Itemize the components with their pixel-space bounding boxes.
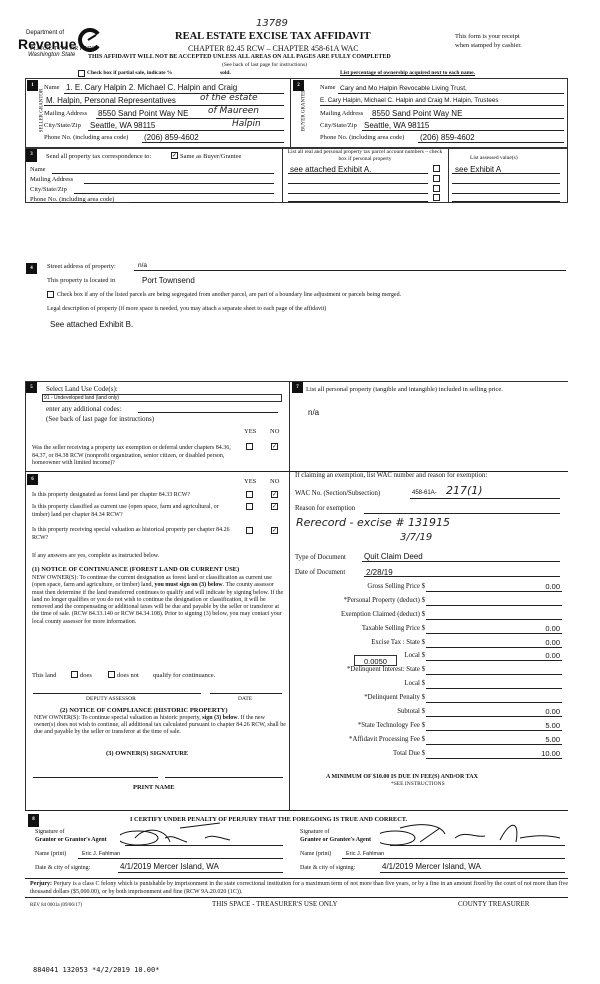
fee-value[interactable]: 10.00 xyxy=(541,749,560,758)
personal-property-checkbox[interactable] xyxy=(433,194,440,201)
exemption-reason-field[interactable]: Rerecord - excise # 131915 xyxy=(296,516,451,529)
grantee-signature[interactable] xyxy=(380,818,570,848)
partial-sale-checkbox[interactable] xyxy=(78,70,85,77)
fee-label: Local $ xyxy=(404,652,425,659)
logo: Department of Revenue Washington State xyxy=(18,28,100,64)
fee-label: Subtotal $ xyxy=(397,708,425,715)
same-as-buyer-checkbox[interactable]: ✓ xyxy=(171,152,178,159)
buyer-city-field[interactable]: Seattle, WA 98115 xyxy=(364,121,430,130)
grantor-signature[interactable] xyxy=(120,822,260,848)
fee-label: *Personal Property (deduct) $ xyxy=(343,597,425,604)
forest-yes-checkbox[interactable] xyxy=(246,491,253,498)
fee-label: Local $ xyxy=(404,680,425,687)
seller-address-field[interactable]: 8550 Sand Point Way NE xyxy=(98,109,189,118)
exemption-yes-checkbox[interactable] xyxy=(246,443,253,450)
parties-box xyxy=(25,78,568,148)
parcel-number-field[interactable]: see attached Exhibit A. xyxy=(290,165,372,174)
fee-label: Total Due $ xyxy=(393,750,425,757)
fee-value[interactable]: 0.00 xyxy=(545,707,560,716)
fee-label: *Delinquent Interest: State $ xyxy=(347,666,425,673)
fee-label: *Affidavit Processing Fee $ xyxy=(349,736,425,743)
wac-number-field[interactable]: 458-61A- xyxy=(412,490,437,496)
seller-name-field[interactable]: 1. E. Cary Halpin 2. Michael C. Halpin a… xyxy=(66,83,238,92)
personal-property-checkbox[interactable] xyxy=(433,175,440,182)
does-not-qualify-checkbox[interactable] xyxy=(108,671,115,678)
fee-value[interactable]: 5.00 xyxy=(545,721,560,730)
fee-label: Taxable Selling Price $ xyxy=(361,625,425,632)
buyer-address-field[interactable]: 8550 Sand Point Way NE xyxy=(372,109,463,118)
fee-label: Gross Selling Price $ xyxy=(367,583,425,590)
form-title: REAL ESTATE EXCISE TAX AFFIDAVIT xyxy=(175,31,371,42)
seller-city-field[interactable]: Seattle, WA 98115 xyxy=(90,121,156,130)
fee-label: Excise Tax : State $ xyxy=(371,639,425,646)
fee-value[interactable]: 0.00 xyxy=(545,624,560,633)
fee-value[interactable]: 0.00 xyxy=(545,582,560,591)
assessed-value-field[interactable]: see Exhibit A xyxy=(455,165,502,174)
exemption-no-checkbox[interactable]: ✓ xyxy=(271,443,278,450)
fee-value[interactable]: 0.00 xyxy=(545,638,560,647)
does-qualify-checkbox[interactable] xyxy=(71,671,78,678)
fee-value[interactable]: 0.00 xyxy=(545,651,560,660)
historic-yes-checkbox[interactable] xyxy=(246,527,253,534)
fee-label: *State Technology Fee $ xyxy=(357,722,425,729)
fee-label: Exemption Claimed (deduct) $ xyxy=(341,611,425,618)
land-use-code-select[interactable]: 91 - Undeveloped land (land only) xyxy=(42,394,282,402)
street-address-field[interactable]: n/a xyxy=(138,262,148,269)
cashier-stamp: 884041 132053 *4/2/2019 10.00* xyxy=(33,966,160,974)
personal-property-checkbox[interactable] xyxy=(433,165,440,172)
logo-mark-icon xyxy=(78,28,100,52)
hand-number: 13789 xyxy=(256,18,288,29)
personal-property-field[interactable]: n/a xyxy=(308,408,320,417)
segregated-checkbox[interactable] xyxy=(47,291,54,298)
fee-value[interactable]: 5.00 xyxy=(545,735,560,744)
seller-phone-field[interactable]: (206) 859-4602 xyxy=(144,133,199,142)
current-use-no-checkbox[interactable]: ✓ xyxy=(271,503,278,510)
legal-description-field[interactable]: See attached Exhibit B. xyxy=(50,320,134,329)
forest-no-checkbox[interactable]: ✓ xyxy=(271,491,278,498)
document-date-field[interactable]: 2/28/19 xyxy=(366,568,393,577)
historic-no-checkbox[interactable]: ✓ xyxy=(271,527,278,534)
property-location-field[interactable]: Port Townsend xyxy=(142,276,195,285)
document-type-field[interactable]: Quit Claim Deed xyxy=(364,552,423,561)
buyer-name-field[interactable]: Cary and Mo Halpin Revocable Living Trus… xyxy=(340,85,467,92)
buyer-phone-field[interactable]: (206) 859-4602 xyxy=(420,133,475,142)
perjury-notice: Perjury: Perjury is a class C felony whi… xyxy=(30,881,569,895)
fee-label: *Delinquent Penalty $ xyxy=(364,694,425,701)
personal-property-checkbox[interactable] xyxy=(433,185,440,192)
local-rate-field[interactable]: 0.0050 xyxy=(354,655,397,666)
current-use-yes-checkbox[interactable] xyxy=(246,503,253,510)
